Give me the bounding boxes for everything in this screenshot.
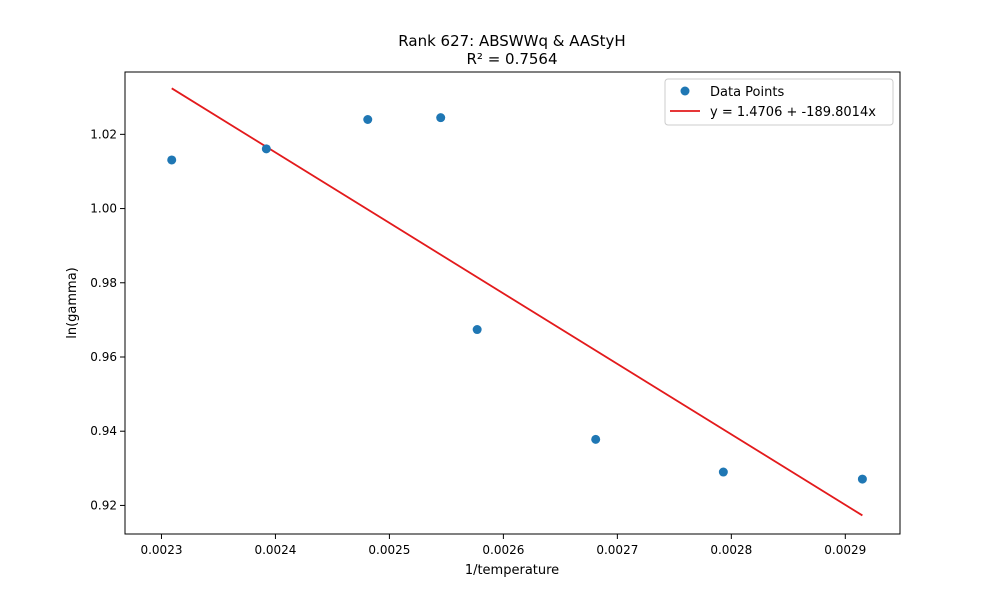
series-layer bbox=[167, 87, 867, 517]
data-point bbox=[857, 474, 867, 484]
legend-label-data-points: Data Points bbox=[710, 85, 784, 100]
y-tick-label: 0.96 bbox=[90, 350, 117, 364]
x-tick-label: 0.0026 bbox=[482, 543, 524, 557]
x-axis: 0.0023 0.0024 0.0025 0.0026 0.0027 0.0028 0.00… bbox=[140, 534, 866, 557]
plot-area bbox=[124, 71, 901, 535]
data-point bbox=[261, 144, 271, 154]
data-point bbox=[472, 325, 482, 335]
data-point bbox=[591, 434, 601, 444]
legend: Data Points y = 1.4706 + -189.8014x bbox=[664, 78, 894, 126]
y-axis: 0.92 0.94 0.96 0.98 1.00 1.02 bbox=[90, 127, 125, 512]
y-tick-label: 0.98 bbox=[90, 276, 117, 290]
y-tick-label: 1.02 bbox=[90, 127, 117, 141]
x-tick-label: 0.0025 bbox=[368, 543, 410, 557]
data-point bbox=[436, 113, 446, 123]
legend-marker-data-points bbox=[680, 86, 690, 96]
y-tick-label: 0.92 bbox=[90, 498, 117, 512]
y-axis-label: ln(gamma) bbox=[65, 267, 80, 339]
y-tick-label: 0.94 bbox=[90, 424, 117, 438]
x-tick-label: 0.0023 bbox=[140, 543, 182, 557]
x-tick-label: 0.0029 bbox=[824, 543, 866, 557]
y-tick-label: 1.00 bbox=[90, 202, 117, 216]
x-tick-label: 0.0028 bbox=[710, 543, 752, 557]
chart-title: Rank 627: ABSWWq & AAStyH bbox=[398, 32, 625, 50]
legend-label-fit-line: y = 1.4706 + -189.8014x bbox=[710, 105, 876, 120]
data-point bbox=[167, 155, 177, 165]
legend-box bbox=[664, 78, 894, 126]
data-point bbox=[363, 114, 373, 124]
data-point bbox=[718, 467, 728, 477]
x-axis-label: 1/temperature bbox=[465, 563, 559, 578]
fit-line bbox=[171, 87, 863, 517]
x-tick-label: 0.0024 bbox=[254, 543, 296, 557]
x-tick-label: 0.0027 bbox=[596, 543, 638, 557]
chart-subtitle: R² = 0.7564 bbox=[466, 50, 557, 68]
